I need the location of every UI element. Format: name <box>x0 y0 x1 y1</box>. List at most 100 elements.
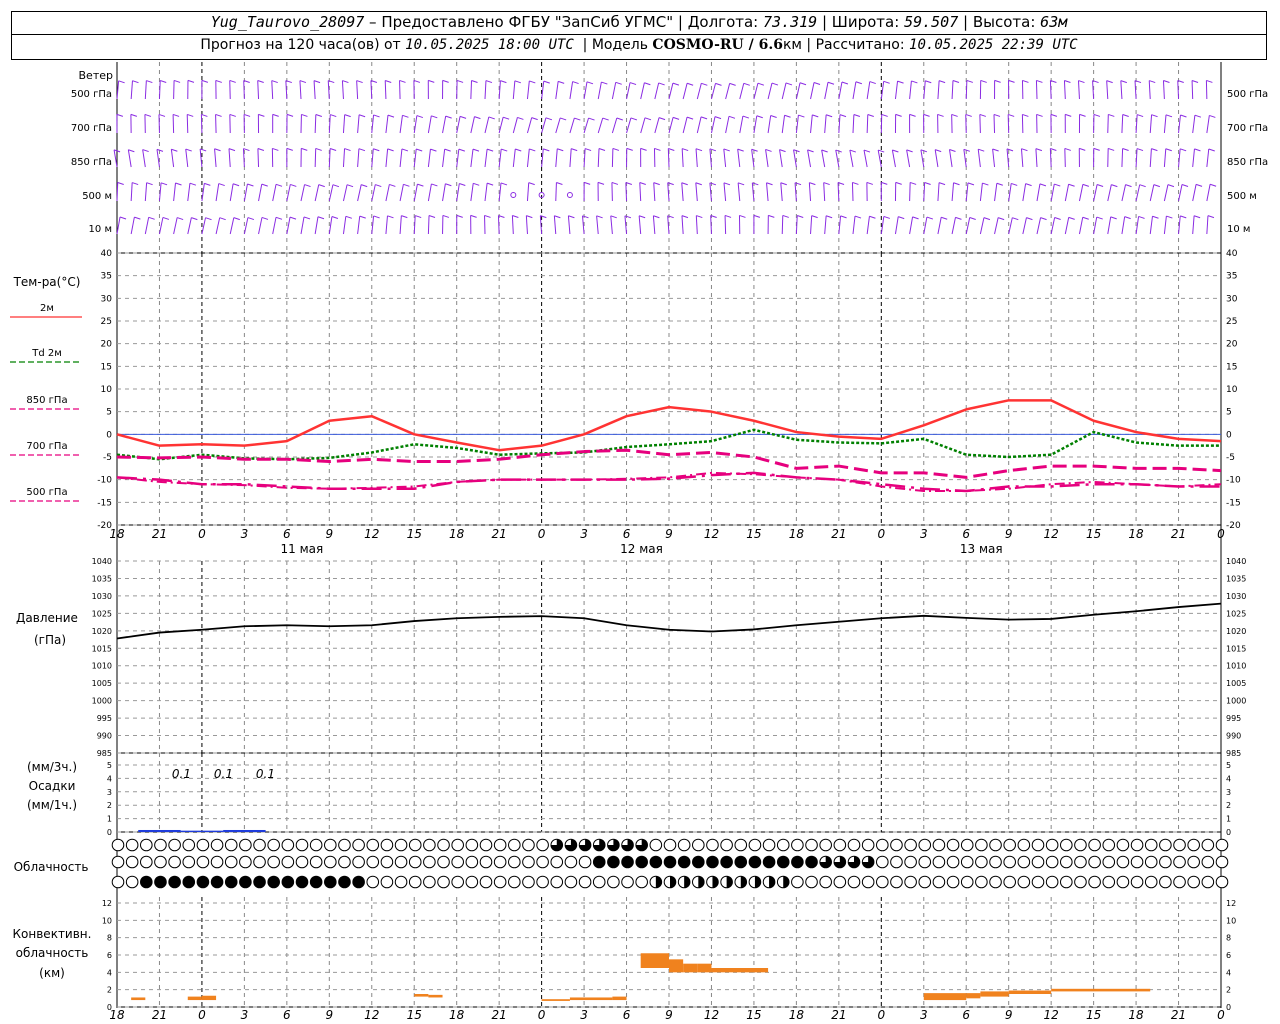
wind-barb-flag <box>517 116 524 120</box>
wind-barb <box>1192 148 1195 168</box>
cloud-cover-symbol <box>239 855 252 869</box>
cloud-cover-symbol <box>423 838 436 852</box>
conv-cloud-bar <box>201 995 217 1001</box>
cloud-cover-symbol <box>1045 838 1059 852</box>
cloud-cover-symbol <box>437 855 450 869</box>
wind-barb-flag <box>189 182 197 186</box>
cloud-cover-symbol <box>182 838 196 852</box>
wind-barb-flag <box>361 184 368 188</box>
wind-barb-flag <box>866 181 874 185</box>
wind-barb-flag <box>715 82 722 86</box>
wind-barb <box>751 149 755 168</box>
wind-barb-flag <box>855 81 863 85</box>
wind-barb <box>979 114 981 134</box>
wind-barb-flag <box>653 215 660 219</box>
wind-barb <box>470 80 473 100</box>
conv-unit: (км) <box>39 966 65 980</box>
wind-barb-flag <box>175 182 182 186</box>
wind-barb-flag <box>301 113 308 117</box>
wind-barb <box>158 182 162 202</box>
wind-barb <box>668 82 674 100</box>
wind-barb-flag <box>766 182 773 186</box>
wind-barb-flag <box>385 80 392 83</box>
time-tick-label-bottom: 18 <box>1128 1008 1144 1022</box>
wind-barb <box>1121 114 1124 134</box>
wind-barb-flag <box>1093 113 1101 117</box>
wind-barb-flag <box>156 148 164 152</box>
wind-barb-flag <box>853 114 861 118</box>
time-tick-label: 15 <box>1086 527 1101 541</box>
wind-barb <box>173 217 178 235</box>
wind-barb-flag <box>232 183 240 187</box>
wind-barb-flag <box>228 148 236 152</box>
cloud-cover-symbol <box>1102 875 1116 889</box>
wind-barb-flag <box>299 80 307 84</box>
wind-barb-flag <box>1025 183 1032 187</box>
wind-barb-flag <box>979 113 987 117</box>
wind-barb <box>1078 217 1084 235</box>
wind-barb <box>1007 114 1010 134</box>
wind-barb-flag <box>1124 216 1131 220</box>
cloud-cover-fill <box>670 876 676 888</box>
cloud-cover-symbol <box>564 855 578 869</box>
precip-tick-label-right: 2 <box>1226 801 1231 810</box>
wind-barb <box>682 83 688 100</box>
wind-barb-flag <box>723 148 730 152</box>
wind-barb-flag <box>229 79 236 83</box>
wind-barb <box>555 117 561 134</box>
time-tick-label: 0 <box>198 527 206 541</box>
cloud-cover-symbol <box>140 855 153 869</box>
wind-barb <box>243 183 248 202</box>
wind-barb-flag <box>1050 80 1057 83</box>
wind-barb-flag <box>897 80 904 84</box>
wind-barb <box>1063 80 1066 100</box>
wind-barb <box>737 182 741 202</box>
wind-barb <box>581 215 585 235</box>
wind-barb-flag <box>526 215 533 219</box>
wind-barb-flag <box>825 114 833 118</box>
wind-barb-flag <box>658 82 665 86</box>
wind-barb <box>427 183 432 202</box>
conv-tick-label-right: 2 <box>1226 986 1231 995</box>
time-tick-label: 0 <box>1217 527 1225 541</box>
wind-barb-flag <box>485 80 493 84</box>
cloud-cover-symbol <box>791 838 804 852</box>
wind-level-label-right: 700 гПа <box>1227 123 1268 134</box>
wind-barb-flag <box>869 81 876 85</box>
time-tick-label-bottom: 0 <box>1217 1008 1225 1022</box>
cloud-cover-symbol <box>1159 838 1172 852</box>
wind-barb <box>795 82 801 100</box>
wind-barb <box>371 215 375 235</box>
wind-calm-marker <box>566 192 573 198</box>
conv-cloud-bar <box>187 996 202 1001</box>
wind-barb <box>1092 80 1095 100</box>
cloud-cover-symbol <box>1088 855 1101 869</box>
cloud-cover-symbol <box>154 838 167 852</box>
forecast-label: Прогноз на 120 часа(ов) от <box>200 37 401 53</box>
wind-barb-flag <box>187 113 194 117</box>
cloud-cover-symbol <box>154 875 167 889</box>
cloud-cover-symbol <box>1045 875 1059 889</box>
time-tick-label: 9 <box>1005 527 1013 541</box>
cloud-cover-symbol <box>1074 838 1087 852</box>
wind-barb-flag <box>201 79 209 83</box>
cloud-cover-symbol <box>408 855 422 869</box>
cloud-cover-symbol <box>1116 875 1130 889</box>
wind-barb-flag <box>849 149 857 153</box>
wind-barb <box>470 116 475 134</box>
cloud-cover-fill <box>621 839 634 851</box>
precip-tick-label-right: 0 <box>1226 828 1231 837</box>
wind-barb-flag <box>373 148 380 152</box>
time-tick-label-bottom: 15 <box>746 1008 761 1022</box>
wind-barb-flag <box>596 215 603 219</box>
wind-barb <box>1121 216 1126 235</box>
wind-barb-flag <box>431 183 438 187</box>
wind-barb <box>1148 80 1151 100</box>
wind-barb <box>1192 115 1196 134</box>
wind-barb-flag <box>881 113 888 117</box>
temp-tick-label-right: 10 <box>1226 385 1238 395</box>
wind-barb-flag <box>686 116 694 120</box>
precip-unit-3h: (мм/3ч.) <box>27 760 77 774</box>
wind-title: Ветер <box>79 69 113 82</box>
time-tick-label-bottom: 3 <box>241 1008 249 1022</box>
